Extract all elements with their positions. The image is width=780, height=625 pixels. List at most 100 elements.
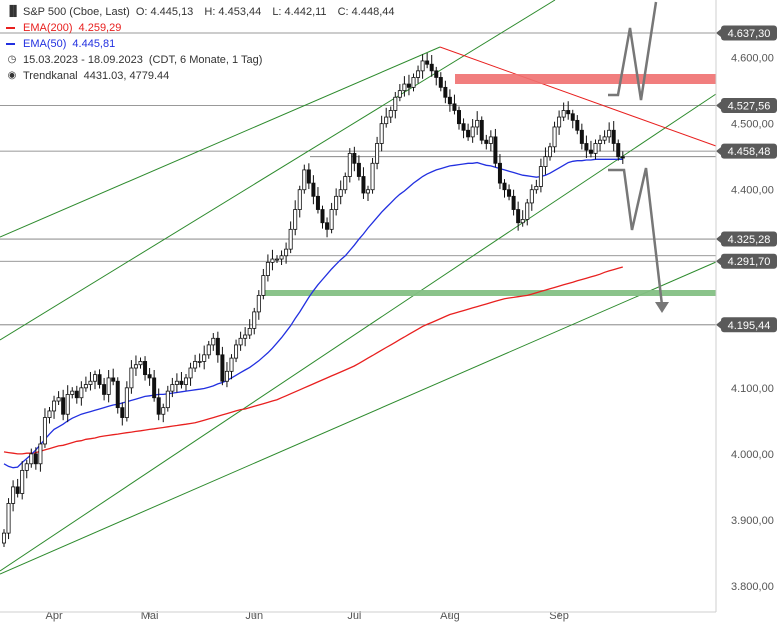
candle-body (557, 116, 562, 128)
level-label: 4.637,30 (728, 28, 771, 40)
candle-body (24, 463, 29, 471)
y-tick-label: 4.400,00 (731, 185, 774, 197)
candle-body (306, 169, 311, 184)
candle-body (61, 397, 66, 415)
candle-body (179, 380, 184, 385)
ema50-line (3, 158, 623, 469)
candle-body (443, 86, 448, 98)
level-badge-pointer (716, 257, 721, 266)
level-label: 4.195,44 (728, 320, 771, 332)
candle-body (42, 417, 47, 445)
candle-body (502, 182, 507, 191)
candle-body (315, 195, 320, 210)
candle-body (620, 156, 625, 159)
candle-body (20, 469, 25, 494)
candle-body (65, 394, 70, 415)
candle-body (334, 195, 339, 210)
ema200-label: EMA(200) (23, 22, 73, 34)
candle-body (97, 374, 102, 385)
candle-body (466, 129, 471, 138)
candle-body (497, 162, 502, 184)
candle-body (229, 357, 234, 372)
candle-body (611, 129, 616, 144)
candle-body (206, 344, 211, 356)
candle-body (379, 123, 384, 144)
candle-body (411, 77, 416, 88)
bullish-scenario-path (608, 1, 658, 101)
candle-body (420, 60, 425, 72)
ema50-label: EMA(50) (23, 38, 67, 50)
bearish-arrow-head (655, 302, 669, 313)
candle-body (570, 113, 575, 121)
level-badge (721, 25, 777, 41)
candle-body (352, 152, 357, 164)
candle-body (311, 182, 316, 197)
level-badge-pointer (716, 235, 721, 244)
y-tick-label: 4.600,00 (731, 53, 774, 65)
candle-body (197, 361, 202, 363)
candle-body (525, 202, 530, 220)
candle-body (429, 63, 434, 72)
candle-body (83, 384, 88, 389)
trend-channel-line (0, 261, 717, 575)
candle-body (133, 364, 138, 369)
candle-body (220, 354, 225, 382)
candlestick-icon: ▐▌ (6, 6, 21, 17)
candle-body (320, 209, 325, 224)
y-tick-label: 4.500,00 (731, 119, 774, 131)
candle-body (88, 380, 93, 385)
candle-body (156, 397, 161, 415)
low-value: L: 4.442,11 (272, 6, 327, 18)
candle-body (356, 162, 361, 177)
candle-body (102, 384, 107, 395)
candle-body (598, 139, 603, 144)
candle-body (347, 152, 352, 177)
x-tick-label: Jul (347, 610, 361, 622)
candle-body (270, 258, 275, 263)
candle-body (193, 361, 198, 369)
chart-legend: ▐▌ S&P 500 (Cboe, Last) O: 4.445,13 H: 4… (6, 4, 402, 84)
candle-body (93, 374, 98, 382)
y-tick-label: 3.900,00 (731, 515, 774, 527)
candle-body (183, 377, 188, 385)
legend-title-row: ▐▌ S&P 500 (Cboe, Last) O: 4.445,13 H: 4… (6, 4, 402, 20)
candle-body (302, 169, 307, 191)
candle-body (593, 143, 598, 154)
candle-body (325, 222, 330, 230)
candle-body (297, 189, 302, 210)
x-tick-label: Mai (141, 610, 159, 622)
candle-body (529, 189, 534, 204)
ohlc-values: O: 4.445,13 H: 4.453,44 L: 4.442,11 C: 4… (136, 4, 403, 20)
level-badge-pointer (716, 29, 721, 37)
candle-body (548, 146, 553, 158)
candle-body (538, 166, 543, 187)
candle-body (202, 354, 207, 362)
candle-body (252, 311, 257, 329)
candle-body (475, 119, 480, 128)
candle-body (343, 176, 348, 191)
trend-channel-line (0, 46, 441, 238)
candle-body (488, 136, 493, 144)
candle-body (575, 119, 580, 131)
level-badge (721, 253, 777, 269)
downtrend-line (439, 46, 717, 147)
candle-body (56, 397, 61, 402)
candle-body (256, 294, 261, 313)
candle-body (456, 110, 461, 125)
candle-body (279, 255, 284, 260)
candle-body (120, 407, 125, 418)
candle-body (15, 486, 20, 494)
support-zone (262, 290, 716, 296)
candle-body (329, 209, 334, 230)
level-label: 4.291,70 (728, 256, 771, 268)
candle-body (370, 162, 375, 191)
candle-body (38, 443, 43, 465)
legend-ema50-row: EMA(50) 4.445,81 (6, 36, 402, 52)
candle-body (607, 129, 612, 138)
candle-body (115, 380, 120, 409)
clock-icon: ◷ (7, 54, 17, 65)
candle-body (520, 219, 525, 224)
candle-body (470, 126, 475, 138)
candle-body (243, 334, 248, 339)
